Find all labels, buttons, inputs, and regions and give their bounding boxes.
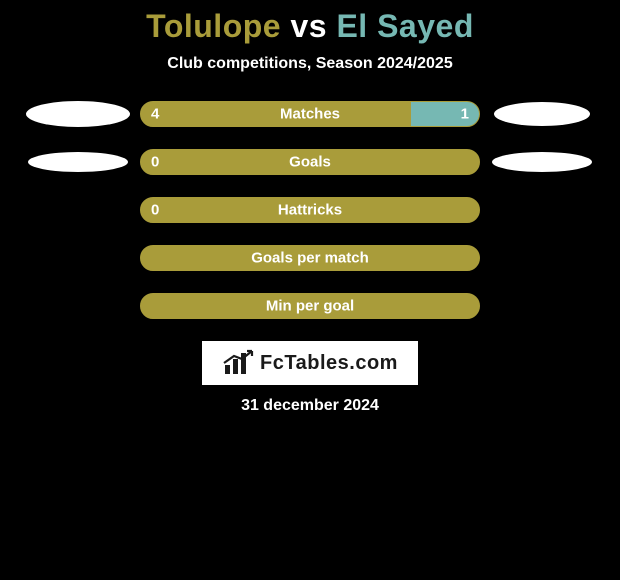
player-1-name: Tolulope (146, 8, 281, 44)
stat-row: Goals per match (0, 245, 620, 271)
bar-chart-icon (222, 349, 254, 377)
vs-separator: vs (290, 8, 327, 44)
date-stamp: 31 december 2024 (0, 397, 620, 415)
stat-bar: Hattricks 0 (140, 197, 480, 223)
subtitle: Club competitions, Season 2024/2025 (0, 55, 620, 73)
player-2-name: El Sayed (336, 8, 473, 44)
fctables-logo: FcTables.com (202, 341, 418, 385)
stat-bar-left-segment (141, 102, 411, 126)
right-stat-shape (480, 152, 604, 172)
stat-bar: Matches 4 1 (140, 101, 480, 127)
right-stat-shape (480, 102, 604, 126)
stat-label: Hattricks (278, 202, 342, 219)
stat-label: Goals (289, 154, 331, 171)
ellipse-icon (28, 152, 128, 172)
comparison-infographic: Tolulope vs El Sayed Club competitions, … (0, 0, 620, 580)
page-title: Tolulope vs El Sayed (0, 8, 620, 45)
stat-bar: Min per goal (140, 293, 480, 319)
ellipse-icon (492, 152, 592, 172)
left-stat-shape (16, 152, 140, 172)
stat-value-left: 0 (151, 202, 159, 219)
stat-row: Min per goal (0, 293, 620, 319)
stat-value-left: 0 (151, 154, 159, 171)
stat-value-left: 4 (151, 106, 159, 123)
stat-rows: Matches 4 1 Goals 0 Hattricks 0 Goals per match… (0, 101, 620, 319)
stat-row: Matches 4 1 (0, 101, 620, 127)
logo-text: FcTables.com (260, 352, 398, 375)
stat-bar: Goals per match (140, 245, 480, 271)
ellipse-icon (26, 101, 130, 127)
ellipse-icon (494, 102, 590, 126)
stat-value-right: 1 (461, 106, 469, 123)
stat-label: Min per goal (266, 298, 354, 315)
stat-row: Hattricks 0 (0, 197, 620, 223)
stat-row: Goals 0 (0, 149, 620, 175)
stat-label: Goals per match (251, 250, 369, 267)
stat-label: Matches (280, 106, 340, 123)
stat-bar: Goals 0 (140, 149, 480, 175)
left-stat-shape (16, 101, 140, 127)
